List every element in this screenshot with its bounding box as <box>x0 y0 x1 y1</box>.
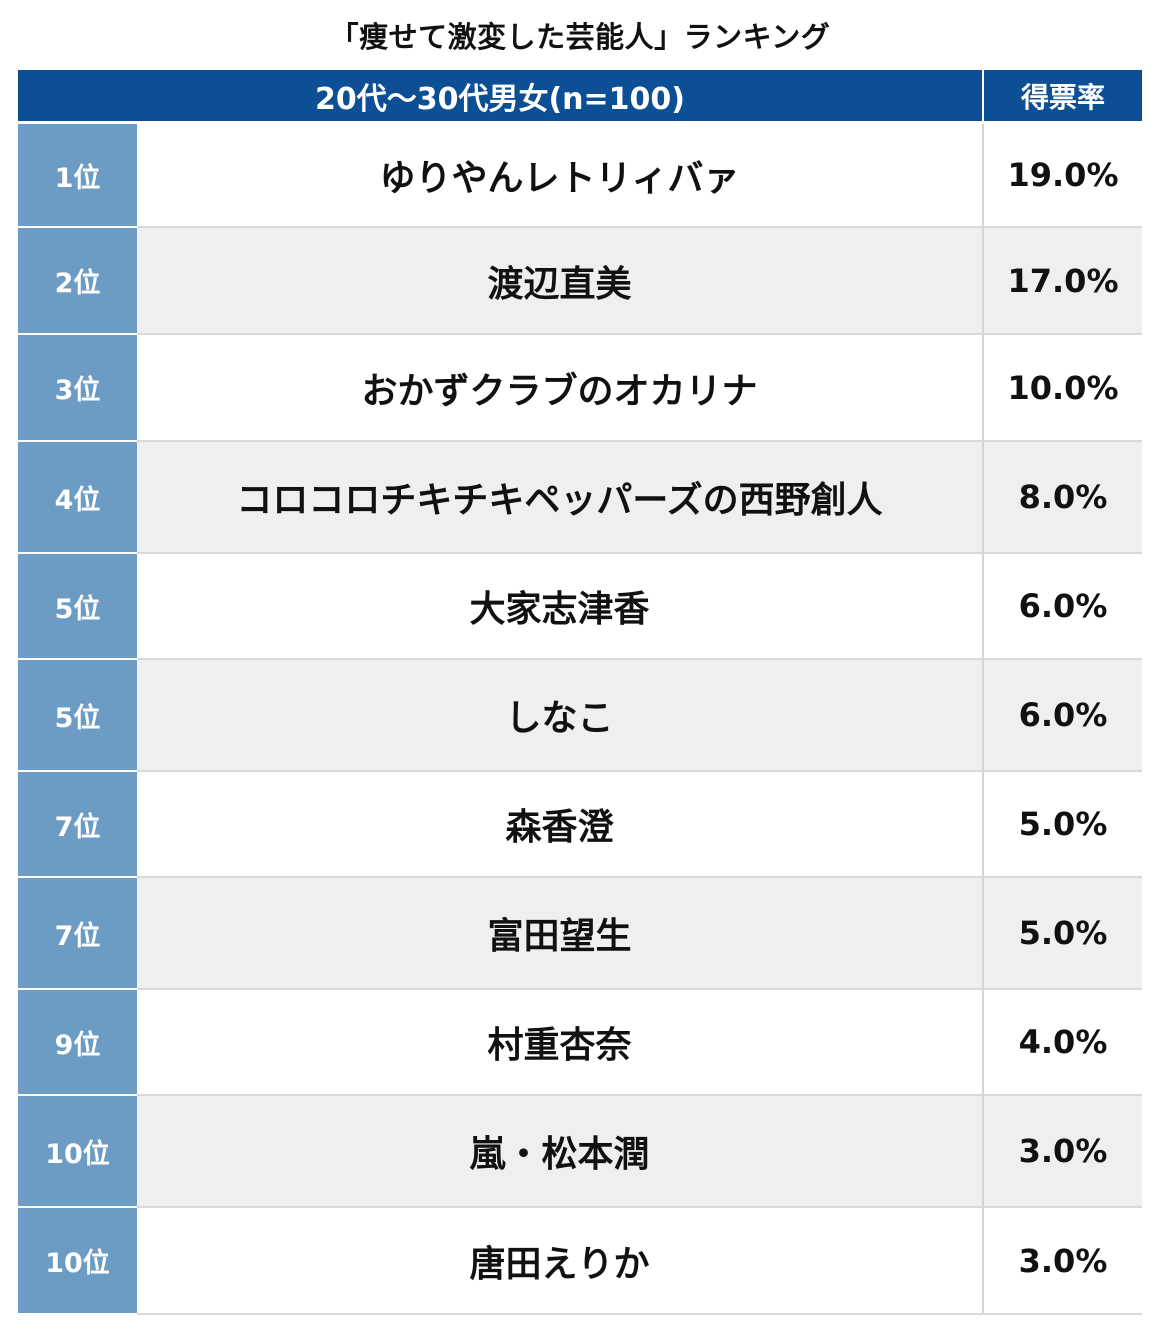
table-header: 20代〜30代男女(n=100) 得票率 <box>18 70 1142 124</box>
name-cell: 村重杏奈 <box>137 990 984 1094</box>
table-body: 1位 ゆりやんレトリィバァ 19.0% 2位 渡辺直美 17.0% 3位 おかずクラブのオカリ… <box>18 124 1142 1315</box>
table-row: 5位 しなこ 6.0% <box>18 660 1142 772</box>
name-cell: コロコロチキチキペッパーズの西野創人 <box>137 442 984 552</box>
table-row: 5位 大家志津香 6.0% <box>18 554 1142 660</box>
rank-cell: 1位 <box>18 124 137 228</box>
name-cell: 大家志津香 <box>137 554 984 658</box>
rank-cell: 5位 <box>18 660 137 772</box>
rank-cell: 10位 <box>18 1208 137 1315</box>
rate-cell: 6.0% <box>984 660 1142 770</box>
table-row: 7位 富田望生 5.0% <box>18 878 1142 990</box>
name-cell: 唐田えりか <box>137 1208 984 1313</box>
rank-cell: 7位 <box>18 772 137 878</box>
name-cell: 富田望生 <box>137 878 984 988</box>
header-rate-label: 得票率 <box>1020 80 1105 114</box>
name-cell: おかずクラブのオカリナ <box>137 335 984 440</box>
rate-cell: 19.0% <box>984 124 1142 226</box>
table-row: 1位 ゆりやんレトリィバァ 19.0% <box>18 124 1142 228</box>
name-cell: 森香澄 <box>137 772 984 876</box>
table-row: 10位 唐田えりか 3.0% <box>18 1208 1142 1315</box>
rate-cell: 3.0% <box>984 1096 1142 1206</box>
chart-title: 「痩せて激変した芸能人」ランキング <box>329 20 831 54</box>
rate-cell: 8.0% <box>984 442 1142 552</box>
rate-cell: 5.0% <box>984 878 1142 988</box>
rate-cell: 17.0% <box>984 228 1142 333</box>
table-row: 9位 村重杏奈 4.0% <box>18 990 1142 1096</box>
rate-cell: 5.0% <box>984 772 1142 876</box>
ranking-table: 20代〜30代男女(n=100) 得票率 1位 ゆりやんレトリィバァ 19.0% 2位… <box>18 70 1142 1315</box>
rate-cell: 3.0% <box>984 1208 1142 1313</box>
rate-cell: 10.0% <box>984 335 1142 440</box>
name-cell: 渡辺直美 <box>137 228 984 333</box>
rank-cell: 9位 <box>18 990 137 1096</box>
rate-cell: 4.0% <box>984 990 1142 1094</box>
table-row: 3位 おかずクラブのオカリナ 10.0% <box>18 335 1142 442</box>
rank-cell: 10位 <box>18 1096 137 1208</box>
name-cell: しなこ <box>137 660 984 770</box>
table-row: 2位 渡辺直美 17.0% <box>18 228 1142 335</box>
name-cell: ゆりやんレトリィバァ <box>137 124 984 226</box>
table-row: 4位 コロコロチキチキペッパーズの西野創人 8.0% <box>18 442 1142 554</box>
table-row: 7位 森香澄 5.0% <box>18 772 1142 878</box>
rank-cell: 5位 <box>18 554 137 660</box>
rank-cell: 3位 <box>18 335 137 442</box>
name-cell: 嵐・松本潤 <box>137 1096 984 1206</box>
rank-cell: 7位 <box>18 878 137 990</box>
rate-cell: 6.0% <box>984 554 1142 658</box>
header-group-label: 20代〜30代男女(n=100) <box>18 70 984 121</box>
table-row: 10位 嵐・松本潤 3.0% <box>18 1096 1142 1208</box>
rank-cell: 4位 <box>18 442 137 554</box>
rank-cell: 2位 <box>18 228 137 335</box>
